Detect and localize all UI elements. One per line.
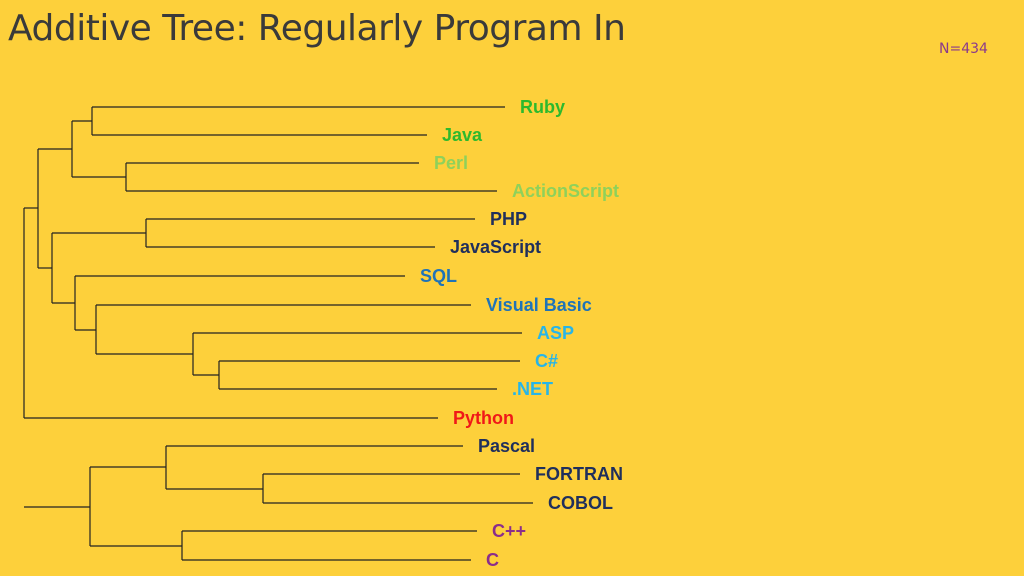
sample-size-label: N=434	[939, 41, 988, 57]
leaf-label-ruby: Ruby	[520, 97, 565, 117]
leaf-label-cobol: COBOL	[548, 493, 613, 513]
leaf-label-python: Python	[453, 408, 514, 428]
leaf-label-php: PHP	[490, 209, 527, 229]
leaf-label-sql: SQL	[420, 266, 457, 286]
leaf-label-fortran: FORTRAN	[535, 464, 623, 484]
leaf-label-cpp: C++	[492, 521, 526, 541]
leaf-label-pascal: Pascal	[478, 436, 535, 456]
leaf-label-csharp: C#	[535, 351, 558, 371]
tree-branches	[23, 106, 533, 561]
leaf-label-asp: ASP	[537, 323, 574, 343]
leaf-label-c: C	[486, 550, 499, 570]
tree-leaf-labels: Ruby Java Perl ActionScript PHP JavaScript SQL…	[420, 97, 623, 570]
leaf-label-dotnet: .NET	[512, 379, 553, 399]
leaf-label-visual-basic: Visual Basic	[486, 295, 592, 315]
leaf-label-perl: Perl	[434, 153, 468, 173]
leaf-label-java: Java	[442, 125, 483, 145]
leaf-label-actionscript: ActionScript	[512, 181, 619, 201]
page-title: Additive Tree: Regularly Program In	[8, 8, 626, 49]
leaf-label-javascript: JavaScript	[450, 237, 541, 257]
